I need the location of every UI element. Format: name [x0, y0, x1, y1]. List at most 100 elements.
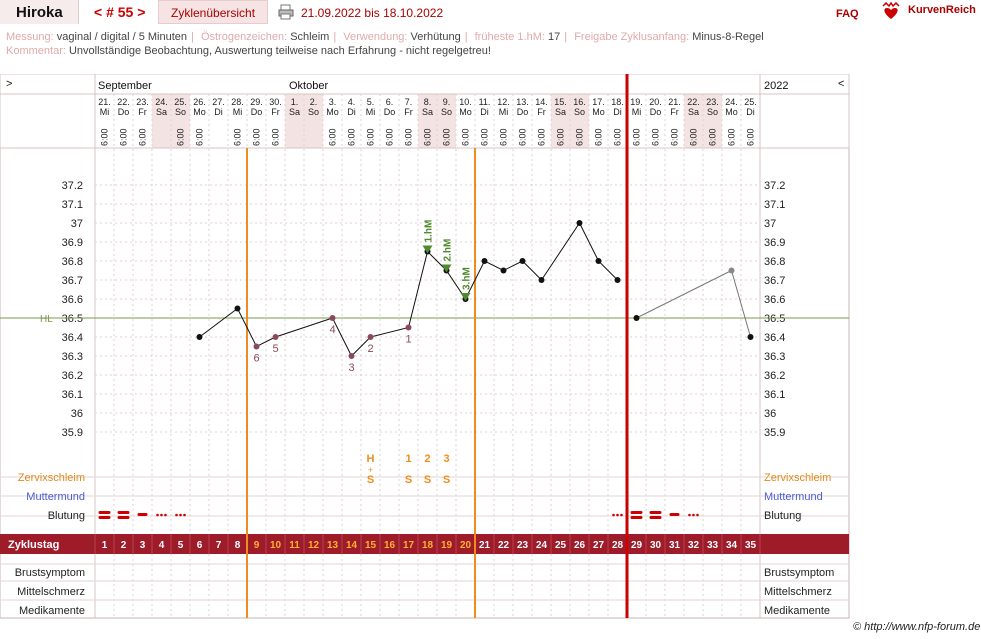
measure-time: 6:00	[423, 128, 433, 146]
high-marker-label: 1.hM	[424, 220, 435, 243]
y-tick-left: 36	[71, 408, 83, 420]
temperature-point	[367, 334, 374, 340]
mucus-symbol: S	[405, 474, 412, 486]
nav-right: <	[838, 78, 844, 90]
cycle-day-number: 12	[308, 540, 320, 551]
measure-time: 6:00	[632, 128, 642, 146]
y-tick-left: 36.5	[62, 313, 83, 325]
mucus-symbol: 3	[443, 453, 449, 465]
temperature-point	[538, 277, 545, 283]
temperature-point	[272, 334, 279, 340]
brand-link[interactable]: KurvenReich	[908, 4, 976, 16]
weekday: Sa	[156, 107, 167, 117]
measure-time: 6:00	[195, 128, 205, 146]
heart-crown-icon	[882, 2, 900, 19]
weekday: Fr	[271, 107, 280, 117]
month-october: Oktober	[289, 80, 328, 92]
cervix-label: Muttermund	[26, 491, 85, 503]
bleeding-label: Blutung	[48, 510, 85, 522]
weekday: Mo	[592, 107, 605, 117]
y-tick-left: 37	[71, 218, 83, 230]
weekday: Sa	[422, 107, 433, 117]
temperature-point	[728, 267, 735, 274]
cycle-overview-tab[interactable]: Zyklenübersicht	[158, 0, 268, 24]
mucus-symbol: S	[367, 474, 374, 486]
cycle-day-number: 10	[270, 540, 282, 551]
y-tick-right: 36.5	[764, 313, 785, 325]
bleeding-spot	[160, 513, 163, 517]
faq-link[interactable]: FAQ	[836, 8, 859, 20]
bleeding-spot	[164, 513, 167, 517]
weekday: Di	[480, 107, 489, 117]
y-tick-right: 37	[764, 218, 776, 230]
bleeding-medium	[137, 513, 148, 516]
high-marker-label: 3.hM	[462, 267, 473, 290]
date-number: 11.	[479, 97, 491, 107]
cycle-day-number: 9	[254, 540, 260, 551]
cycle-day-number: 23	[517, 540, 529, 551]
date-number: 27.	[212, 97, 225, 107]
mucus-plus: +	[368, 465, 373, 475]
measure-time: 6:00	[708, 128, 718, 146]
date-number: 24.	[725, 97, 738, 107]
bleeding-label-right: Blutung	[764, 510, 801, 522]
weekday: Sa	[289, 107, 300, 117]
weekday: Di	[214, 107, 223, 117]
comment-label: Kommentar:	[6, 45, 66, 57]
nav-left: >	[6, 78, 12, 90]
cycle-day-number: 2	[121, 540, 127, 551]
cycle-day-number: 4	[159, 540, 165, 551]
mucus-symbol: 1	[405, 453, 411, 465]
measure-time: 6:00	[138, 128, 148, 146]
low-temp-label: 6	[253, 353, 259, 365]
bleeding-heavy	[649, 511, 662, 514]
cycle-day-band	[0, 534, 849, 554]
high-marker	[441, 264, 452, 273]
cycle-navigation[interactable]: < # 55 >	[94, 4, 146, 20]
cycle-day-number: 24	[536, 540, 548, 551]
weekday: Di	[613, 107, 622, 117]
temperature-point	[329, 315, 336, 321]
cycle-day-number: 31	[669, 540, 681, 551]
date-number: 21.	[98, 97, 111, 107]
date-number: 25.	[744, 97, 757, 107]
temperature-point	[253, 343, 260, 350]
weekend-shade	[418, 94, 437, 148]
cycle-day-number: 3	[140, 540, 146, 551]
bleeding-heavy	[649, 516, 662, 519]
y-tick-right: 36.3	[764, 351, 785, 363]
y-tick-right: 36.1	[764, 389, 785, 401]
date-number: 6.	[386, 97, 394, 107]
cycle-meta: Messung: vaginal / digital / 5 Minuten | …	[6, 30, 966, 58]
cycle-day-number: 29	[631, 540, 643, 551]
bleeding-spot	[183, 513, 186, 517]
bleeding-spot	[616, 513, 619, 517]
mittelschmerz-label-right: Mittelschmerz	[764, 586, 832, 598]
top-bar: Hiroka < # 55 > Zyklenübersicht 21.09.20…	[0, 0, 981, 26]
credit: © http://www.nfp-forum.de	[853, 621, 981, 633]
temperature-point	[500, 267, 507, 274]
y-tick-right: 37.1	[764, 199, 785, 211]
comment-value: Unvollständige Beobachtung, Auswertung t…	[68, 45, 491, 57]
bleeding-medium	[669, 513, 680, 516]
weekday: Do	[650, 107, 662, 117]
weekend-shade	[304, 94, 323, 148]
weekday: Do	[118, 107, 130, 117]
weekday: Fr	[404, 107, 413, 117]
date-number: 25.	[174, 97, 187, 107]
cycle-day-number: 27	[593, 540, 605, 551]
y-tick-left: 36.9	[62, 237, 83, 249]
measure-time: 6:00	[404, 128, 414, 146]
print-icon[interactable]	[278, 4, 294, 20]
date-number: 16.	[573, 97, 586, 107]
date-number: 8.	[424, 97, 432, 107]
cycle-day-number: 21	[479, 540, 491, 551]
measure-time: 6:00	[442, 128, 452, 146]
cycle-day-number: 30	[650, 540, 662, 551]
bleeding-heavy	[117, 511, 130, 514]
weekday: Mi	[499, 107, 509, 117]
weekend-shade	[152, 94, 171, 148]
mucus-symbol: S	[424, 474, 431, 486]
y-tick-left: 35.9	[62, 427, 83, 439]
cervical-mucus-label: Zervixschleim	[18, 472, 85, 484]
